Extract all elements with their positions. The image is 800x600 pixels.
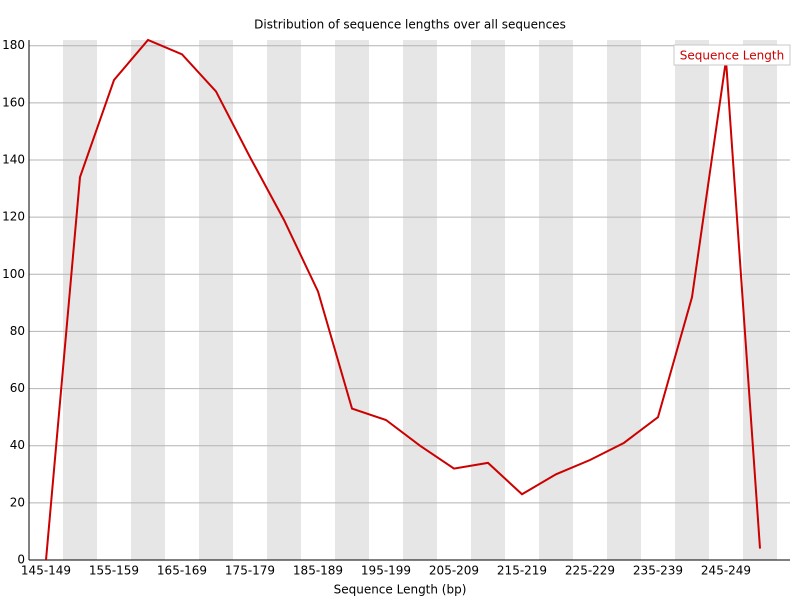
stripe <box>335 40 369 560</box>
data-line <box>45 38 761 561</box>
x-tick-label: 235-239 <box>633 564 683 578</box>
stripe <box>267 40 301 560</box>
x-tick-label: 145-149 <box>21 564 71 578</box>
x-tick-label: 205-209 <box>429 564 479 578</box>
y-tick-label: 140 <box>2 153 25 167</box>
x-tick-label: 175-179 <box>225 564 275 578</box>
legend-label: Sequence Length <box>680 49 784 63</box>
y-tick-label: 60 <box>10 381 25 395</box>
x-tick-label: 155-159 <box>89 564 139 578</box>
y-tick-label: 20 <box>10 495 25 509</box>
y-tick-label: 40 <box>10 438 25 452</box>
stripe <box>199 40 233 560</box>
stripe <box>131 40 165 560</box>
x-tick-label: 165-169 <box>157 564 207 578</box>
stripe <box>743 40 777 560</box>
x-tick-label: 195-199 <box>361 564 411 578</box>
y-tick-label: 80 <box>10 324 25 338</box>
x-tick-label: 215-219 <box>497 564 547 578</box>
stripe <box>403 40 437 560</box>
y-tick-label: 100 <box>2 267 25 281</box>
x-axis-label: Sequence Length (bp) <box>334 583 467 597</box>
y-tick-label: 160 <box>2 95 25 109</box>
stripe <box>607 40 641 560</box>
x-tick-label: 245-249 <box>701 564 751 578</box>
x-tick-label: 225-229 <box>565 564 615 578</box>
stripe <box>471 40 505 560</box>
y-tick-label: 0 <box>17 553 25 567</box>
y-tick-label: 120 <box>2 210 25 224</box>
y-tick-label: 180 <box>2 38 25 52</box>
legend-box <box>673 44 791 66</box>
x-tick-label: 185-189 <box>293 564 343 578</box>
chart-title: Distribution of sequence lengths over al… <box>254 18 566 32</box>
